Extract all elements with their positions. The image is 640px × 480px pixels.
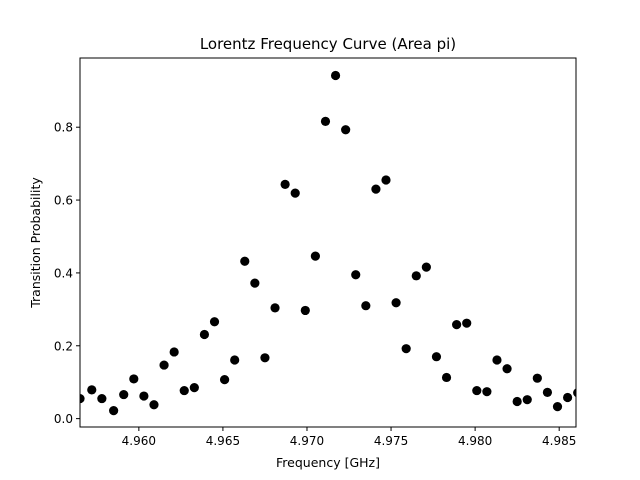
- data-point: [482, 387, 492, 397]
- x-tick-label: 4.970: [290, 434, 324, 448]
- x-tick-label: 4.960: [122, 434, 156, 448]
- x-tick-label: 4.965: [206, 434, 240, 448]
- data-point: [401, 344, 411, 354]
- data-point: [391, 298, 401, 308]
- plot-area: [79, 57, 577, 428]
- data-point: [169, 347, 179, 357]
- data-point: [310, 251, 320, 261]
- data-point: [260, 353, 270, 363]
- data-point: [280, 179, 290, 189]
- data-point: [300, 305, 310, 316]
- x-tick-label: 4.975: [374, 434, 408, 448]
- data-point: [209, 317, 220, 327]
- y-tick-label: 0.2: [54, 339, 73, 353]
- data-point: [109, 406, 119, 416]
- y-axis-label: Transition Probability: [28, 177, 43, 309]
- data-point: [371, 184, 381, 194]
- y-tick-label: 0.0: [54, 412, 73, 426]
- y-tick-label: 0.4: [54, 266, 73, 280]
- data-point: [431, 352, 442, 362]
- data-point: [492, 355, 502, 365]
- data-point: [462, 318, 472, 328]
- chart-title: Lorentz Frequency Curve (Area pi): [200, 35, 456, 53]
- data-point: [189, 383, 199, 393]
- data-series: [80, 70, 576, 416]
- x-axis-label: Frequency [GHz]: [276, 455, 380, 470]
- x-tick-label: 4.980: [458, 434, 492, 448]
- y-axis: 0.0 0.2 0.4 0.6 0.8: [54, 121, 80, 426]
- data-point: [512, 396, 522, 407]
- data-point: [552, 402, 563, 412]
- data-point: [351, 270, 361, 280]
- data-point: [320, 116, 331, 126]
- data-point: [159, 360, 169, 370]
- y-tick-label: 0.6: [54, 194, 73, 208]
- data-point: [219, 375, 230, 385]
- x-axis: 4.960 4.965 4.970 4.975 4.980 4.985: [122, 427, 576, 448]
- data-point: [341, 125, 351, 135]
- data-point: [330, 70, 341, 81]
- y-tick-label: 0.8: [54, 121, 73, 135]
- data-point: [139, 391, 149, 401]
- data-point: [230, 355, 240, 365]
- data-point: [290, 188, 300, 198]
- data-point: [270, 303, 280, 313]
- data-point: [179, 385, 189, 396]
- data-point: [472, 385, 482, 396]
- data-point: [129, 374, 139, 384]
- data-point: [532, 373, 542, 383]
- data-point: [542, 387, 553, 397]
- data-point: [97, 393, 107, 404]
- data-point: [573, 388, 576, 398]
- data-point: [502, 364, 512, 374]
- data-point: [149, 400, 159, 410]
- data-point: [411, 271, 421, 281]
- data-point: [199, 329, 210, 340]
- data-point: [87, 385, 97, 395]
- data-point: [522, 395, 532, 405]
- data-point: [119, 389, 129, 400]
- data-point: [381, 175, 391, 185]
- data-point: [361, 301, 371, 311]
- data-point: [240, 256, 250, 266]
- x-tick-label: 4.985: [542, 434, 576, 448]
- data-point: [80, 393, 85, 404]
- plot-frame: [79, 57, 577, 428]
- data-point: [562, 392, 573, 403]
- data-point: [441, 372, 452, 383]
- data-point: [421, 262, 431, 272]
- data-point: [452, 320, 462, 330]
- data-point: [250, 278, 260, 288]
